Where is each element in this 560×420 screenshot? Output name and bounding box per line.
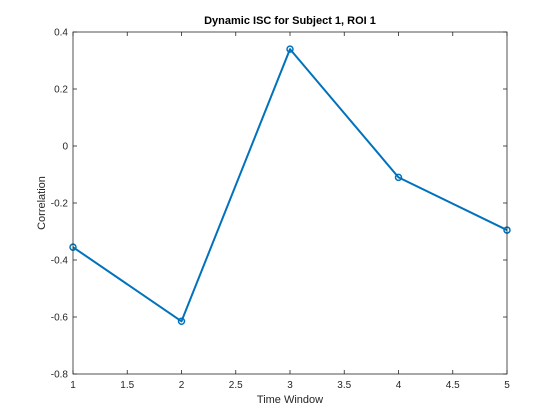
x-tick-label: 4: [396, 380, 402, 391]
x-axis-ticks: 1 1.5 2 2.5 3 3.5 4 4.5 5: [70, 32, 510, 391]
x-tick-label: 1: [70, 380, 76, 391]
x-tick-label: 2: [179, 380, 185, 391]
y-tick-label: 0.2: [54, 85, 68, 96]
y-axis-ticks: -0.8 -0.6 -0.4 -0.2 0 0.2 0.4: [51, 28, 507, 381]
x-tick-label: 5: [504, 380, 510, 391]
y-axis-label: Correlation: [36, 176, 48, 230]
y-tick-label: -0.2: [51, 199, 69, 210]
data-point-marker: [394, 173, 403, 182]
y-tick-label: 0: [62, 142, 68, 153]
x-tick-label: 3.5: [337, 380, 351, 391]
x-axis-label: Time Window: [257, 394, 323, 406]
chart-title: Dynamic ISC for Subject 1, ROI 1: [204, 15, 376, 27]
x-tick-label: 3: [287, 380, 293, 391]
y-tick-label: -0.6: [51, 313, 69, 324]
y-tick-label: -0.8: [51, 370, 69, 381]
x-tick-label: 2.5: [229, 380, 243, 391]
series-line: [72, 48, 508, 323]
y-tick-label: 0.4: [54, 28, 68, 39]
x-tick-label: 1.5: [120, 380, 134, 391]
data-point-marker: [286, 45, 294, 53]
y-tick-label: -0.4: [51, 256, 69, 267]
x-tick-label: 4.5: [446, 380, 460, 391]
data-point-marker: [177, 317, 186, 326]
plot-area: [73, 32, 507, 374]
